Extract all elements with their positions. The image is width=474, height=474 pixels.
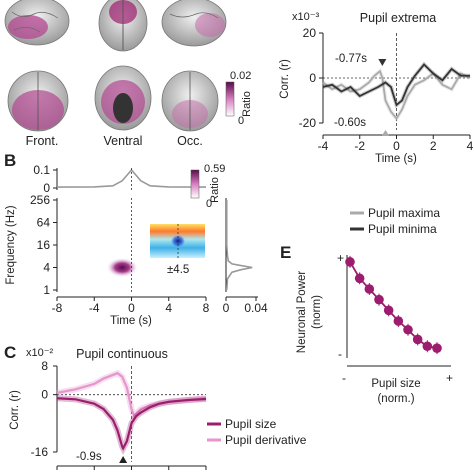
panel-e-ytick-minus: - — [338, 347, 342, 361]
panel-e-point — [364, 284, 375, 294]
panel-c-series-size — [56, 397, 207, 451]
panel-c-letter: C — [4, 343, 16, 362]
brain-front-top — [4, 0, 70, 46]
panel-c-ytick-label: 8 — [41, 359, 48, 373]
panel-a: Front. Ventral Occ. 0.02 0 Ratio — [4, 0, 253, 148]
panel-e: E + - - + Neuronal Power (norm) Pupil si… — [280, 243, 453, 405]
panel-e-ylabel-2: (norm) — [311, 295, 323, 329]
view-label-occ: Occ. — [177, 134, 203, 148]
brain-ventral-bottom — [94, 65, 152, 131]
panel-e-point — [412, 334, 423, 345]
panel-e-point — [432, 343, 442, 353]
panel-b-ytick-label: 4 — [43, 261, 50, 275]
panel-e-point — [374, 294, 384, 305]
panel-b-ytick-label: 256 — [30, 193, 50, 207]
panel-e-point — [403, 324, 413, 335]
panel-b-peak — [106, 257, 139, 278]
panel-b-xlabel: Time (s) — [110, 315, 152, 327]
panel-b-side-xtick-label: 0 — [223, 301, 230, 315]
panel-b-ylabel: Frequency (Hz) — [5, 205, 17, 284]
panel-d-xtick-label: 2 — [430, 139, 437, 153]
panel-b-xtick-label: 8 — [203, 301, 210, 315]
panel-c-series-derivative — [56, 371, 207, 419]
panel-b-inset — [150, 224, 205, 258]
panel-b-ytick-label: 64 — [37, 216, 51, 230]
panel-d-ylabel: Corr. (r) — [279, 59, 291, 99]
brain-front-bottom — [7, 70, 69, 132]
panel-b-letter: B — [4, 151, 16, 170]
panel-b-xtick-label: -4 — [89, 301, 100, 315]
panel-e-ytick-plus: + — [337, 251, 344, 265]
panel-b-side-curve — [225, 200, 253, 291]
colorbar-a-max: 0.02 — [230, 70, 251, 82]
view-label-ventral: Ventral — [104, 134, 143, 148]
panel-b-xtick-label: -8 — [52, 301, 63, 315]
panel-d-xtick-label: -2 — [354, 139, 365, 153]
panel-d-ann-max: -0.77s — [335, 53, 367, 65]
legend-pupil-size: Pupil size — [225, 417, 277, 431]
panel-c-ytick-label: -16 — [31, 445, 49, 459]
panel-c-ytick-label: 0 — [41, 388, 48, 402]
colorbar-a-label: Ratio — [241, 91, 253, 117]
panel-e-ylabel-1: Neuronal Power — [296, 271, 308, 354]
panel-c-legend: Pupil size Pupil derivative — [207, 417, 307, 447]
panel-d-title: Pupil extrema — [360, 11, 436, 25]
brain-occ-bottom — [161, 70, 219, 132]
panel-c-ylabel: Corr. (r) — [9, 390, 21, 430]
panel-c-scale: x10⁻² — [26, 347, 54, 359]
panel-d-xtick-label: 0 — [393, 139, 400, 153]
brain-occ-top — [161, 0, 227, 47]
panel-e-xtick-plus: + — [446, 371, 453, 385]
panel-b-inset-label: ±4.5 — [167, 264, 189, 276]
panel-d-xtick-label: -4 — [318, 139, 329, 153]
panel-c-ann: -0.9s — [76, 451, 102, 463]
legend-pupil-derivative: Pupil derivative — [225, 433, 307, 447]
colorbar-b: 0.59 0 Ratio — [190, 163, 225, 210]
panel-e-xlabel-2: (norm.) — [377, 393, 414, 405]
panel-e-xlabel-1: Pupil size — [371, 378, 420, 390]
panel-d-series-minima — [322, 63, 470, 107]
panel-d-ann-min: -0.60s — [334, 117, 366, 129]
panel-b-top-ytick-label: 0.1 — [33, 163, 50, 177]
view-label-front: Front. — [26, 134, 59, 148]
panel-e-point — [422, 341, 433, 352]
legend-pupil-maxima: Pupil maxima — [368, 206, 440, 220]
panel-b-ytick-label: 1 — [43, 283, 50, 297]
panel-c-title: Pupil continuous — [76, 347, 168, 361]
panel-d-xlabel: Time (s) — [375, 153, 417, 165]
colorbar-b-max: 0.59 — [204, 163, 225, 175]
panel-d-ytick-label: -20 — [299, 116, 317, 130]
panel-e-letter: E — [280, 243, 291, 262]
legend-pupil-minima: Pupil minima — [368, 222, 437, 236]
panel-b-side-xtick-label: 0.04 — [244, 301, 268, 315]
colorbar-b-min: 0 — [206, 198, 212, 210]
colorbar-a: 0.02 0 Ratio — [225, 70, 253, 127]
panel-b-xtick-label: 0 — [128, 301, 135, 315]
panel-b-xtick-label: 4 — [165, 301, 172, 315]
panel-d-marker-min — [381, 130, 390, 136]
panel-e-line — [349, 261, 438, 350]
panel-e-point — [383, 305, 394, 316]
colorbar-b-label: Ratio — [209, 177, 221, 203]
panel-d-scale: x10⁻³ — [292, 11, 320, 23]
panel-e-point — [393, 316, 404, 326]
brain-ventral-top — [98, 0, 148, 52]
panel-b-top-ytick-label: 0 — [43, 181, 50, 195]
panel-d-ytick-label: 0 — [309, 71, 316, 85]
panel-c: C x10⁻² Pupil continuous -16 0 8 Corr. (r)… — [4, 343, 307, 470]
panel-c-marker — [119, 456, 128, 463]
panel-e-xtick-minus: - — [342, 371, 346, 385]
panel-d-ytick-label: 20 — [303, 26, 317, 40]
panel-d-marker-max — [378, 59, 387, 66]
panel-d-xtick-label: 4 — [467, 139, 474, 153]
panel-e-point — [345, 257, 355, 267]
panel-b-ytick-label: 16 — [37, 238, 51, 252]
panel-e-point — [354, 273, 365, 284]
panel-d-legend: Pupil maxima Pupil minima — [350, 206, 440, 236]
colorbar-a-min: 0 — [238, 115, 244, 127]
